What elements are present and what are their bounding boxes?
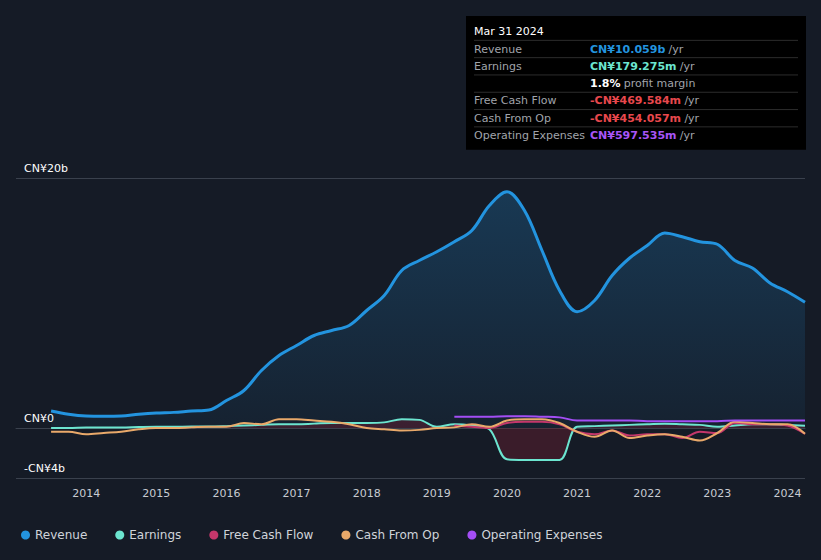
svg-text:CN¥0: CN¥0	[24, 412, 54, 425]
svg-text:-CN¥454.057m: -CN¥454.057m	[590, 112, 681, 125]
svg-text:2024: 2024	[773, 487, 801, 500]
svg-text:Revenue: Revenue	[35, 528, 87, 542]
svg-text:2019: 2019	[423, 487, 451, 500]
svg-text:2020: 2020	[493, 487, 521, 500]
svg-text:2023: 2023	[703, 487, 731, 500]
svg-text:2016: 2016	[212, 487, 240, 500]
svg-text:CN¥10.059b: CN¥10.059b	[590, 43, 665, 56]
svg-text:Revenue: Revenue	[474, 43, 522, 56]
svg-text:Mar 31 2024: Mar 31 2024	[474, 25, 544, 38]
svg-text:/yr: /yr	[680, 60, 695, 73]
svg-text:/yr: /yr	[684, 112, 699, 125]
svg-text:CN¥597.535m: CN¥597.535m	[590, 129, 677, 142]
svg-text:Cash From Op: Cash From Op	[355, 528, 439, 542]
svg-text:CN¥20b: CN¥20b	[24, 162, 68, 175]
svg-text:2022: 2022	[633, 487, 661, 500]
svg-text:Cash From Op: Cash From Op	[474, 112, 551, 125]
svg-text:Operating Expenses: Operating Expenses	[474, 129, 585, 142]
svg-text:2021: 2021	[563, 487, 591, 500]
svg-text:profit margin: profit margin	[624, 77, 696, 90]
svg-text:Free Cash Flow: Free Cash Flow	[474, 94, 557, 107]
svg-text:2018: 2018	[353, 487, 381, 500]
svg-text:1.8%: 1.8%	[590, 77, 621, 90]
svg-text:-CN¥469.584m: -CN¥469.584m	[590, 94, 681, 107]
svg-text:2014: 2014	[72, 487, 100, 500]
svg-text:Free Cash Flow: Free Cash Flow	[223, 528, 313, 542]
svg-text:Earnings: Earnings	[129, 528, 181, 542]
svg-text:Operating Expenses: Operating Expenses	[481, 528, 602, 542]
svg-text:-CN¥4b: -CN¥4b	[24, 462, 65, 475]
svg-text:/yr: /yr	[684, 94, 699, 107]
svg-text:Earnings: Earnings	[474, 60, 522, 73]
svg-text:CN¥179.275m: CN¥179.275m	[590, 60, 677, 73]
svg-text:2015: 2015	[142, 487, 170, 500]
svg-text:/yr: /yr	[669, 43, 684, 56]
svg-text:/yr: /yr	[680, 129, 695, 142]
svg-text:2017: 2017	[283, 487, 311, 500]
